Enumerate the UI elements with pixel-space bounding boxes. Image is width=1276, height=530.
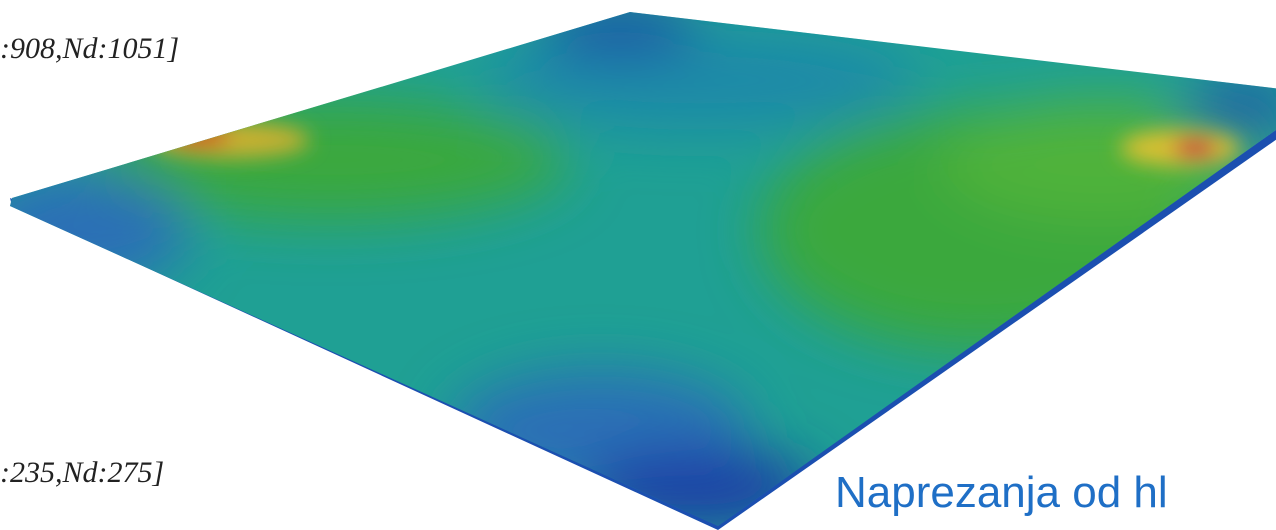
bottom-label: :235,Nd:275] xyxy=(0,456,165,489)
caption: Naprezanja od hl xyxy=(835,468,1168,517)
top-label: :908,Nd:1051] xyxy=(0,32,180,65)
